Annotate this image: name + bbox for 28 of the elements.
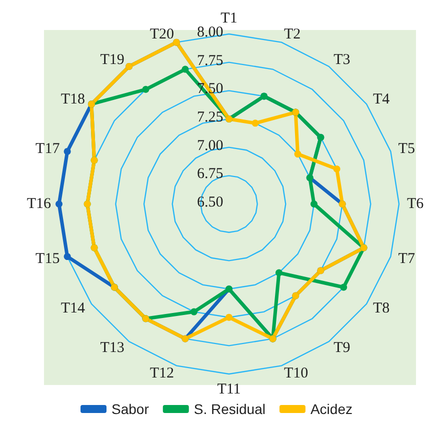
spoke-label: T17 <box>36 140 60 157</box>
spoke-label: T16 <box>26 196 52 212</box>
spoke-label: T4 <box>373 91 390 108</box>
spoke-label: T3 <box>334 52 350 68</box>
spoke-label: T18 <box>60 91 85 108</box>
spoke-label: T15 <box>36 251 60 268</box>
y-tick-label: 6.75 <box>197 166 224 182</box>
spoke-label: T2 <box>284 26 301 43</box>
legend-label: Sabor <box>112 401 150 417</box>
legend-label: Acidez <box>310 401 352 417</box>
spoke-label: T8 <box>373 300 390 317</box>
spoke-label: T10 <box>284 365 308 382</box>
spoke-label: T13 <box>100 340 124 356</box>
y-tick-label: 7.25 <box>197 110 224 126</box>
legend-label: S. Residual <box>194 401 266 417</box>
spoke-label: T19 <box>100 52 124 68</box>
spoke-label: T7 <box>398 251 416 268</box>
spoke-label: T5 <box>398 140 415 157</box>
y-tick-label: 8.00 <box>197 24 224 40</box>
spoke-label: T9 <box>334 340 350 356</box>
spoke-label: T20 <box>150 26 174 43</box>
spoke-label: T11 <box>217 382 241 398</box>
spoke-label: T6 <box>407 196 424 212</box>
y-tick-label: 7.00 <box>197 138 224 154</box>
spoke-label: T14 <box>60 300 86 317</box>
spoke-label: T12 <box>150 365 174 382</box>
y-tick-label: 7.75 <box>197 52 224 69</box>
spoke-label: T1 <box>220 10 238 26</box>
